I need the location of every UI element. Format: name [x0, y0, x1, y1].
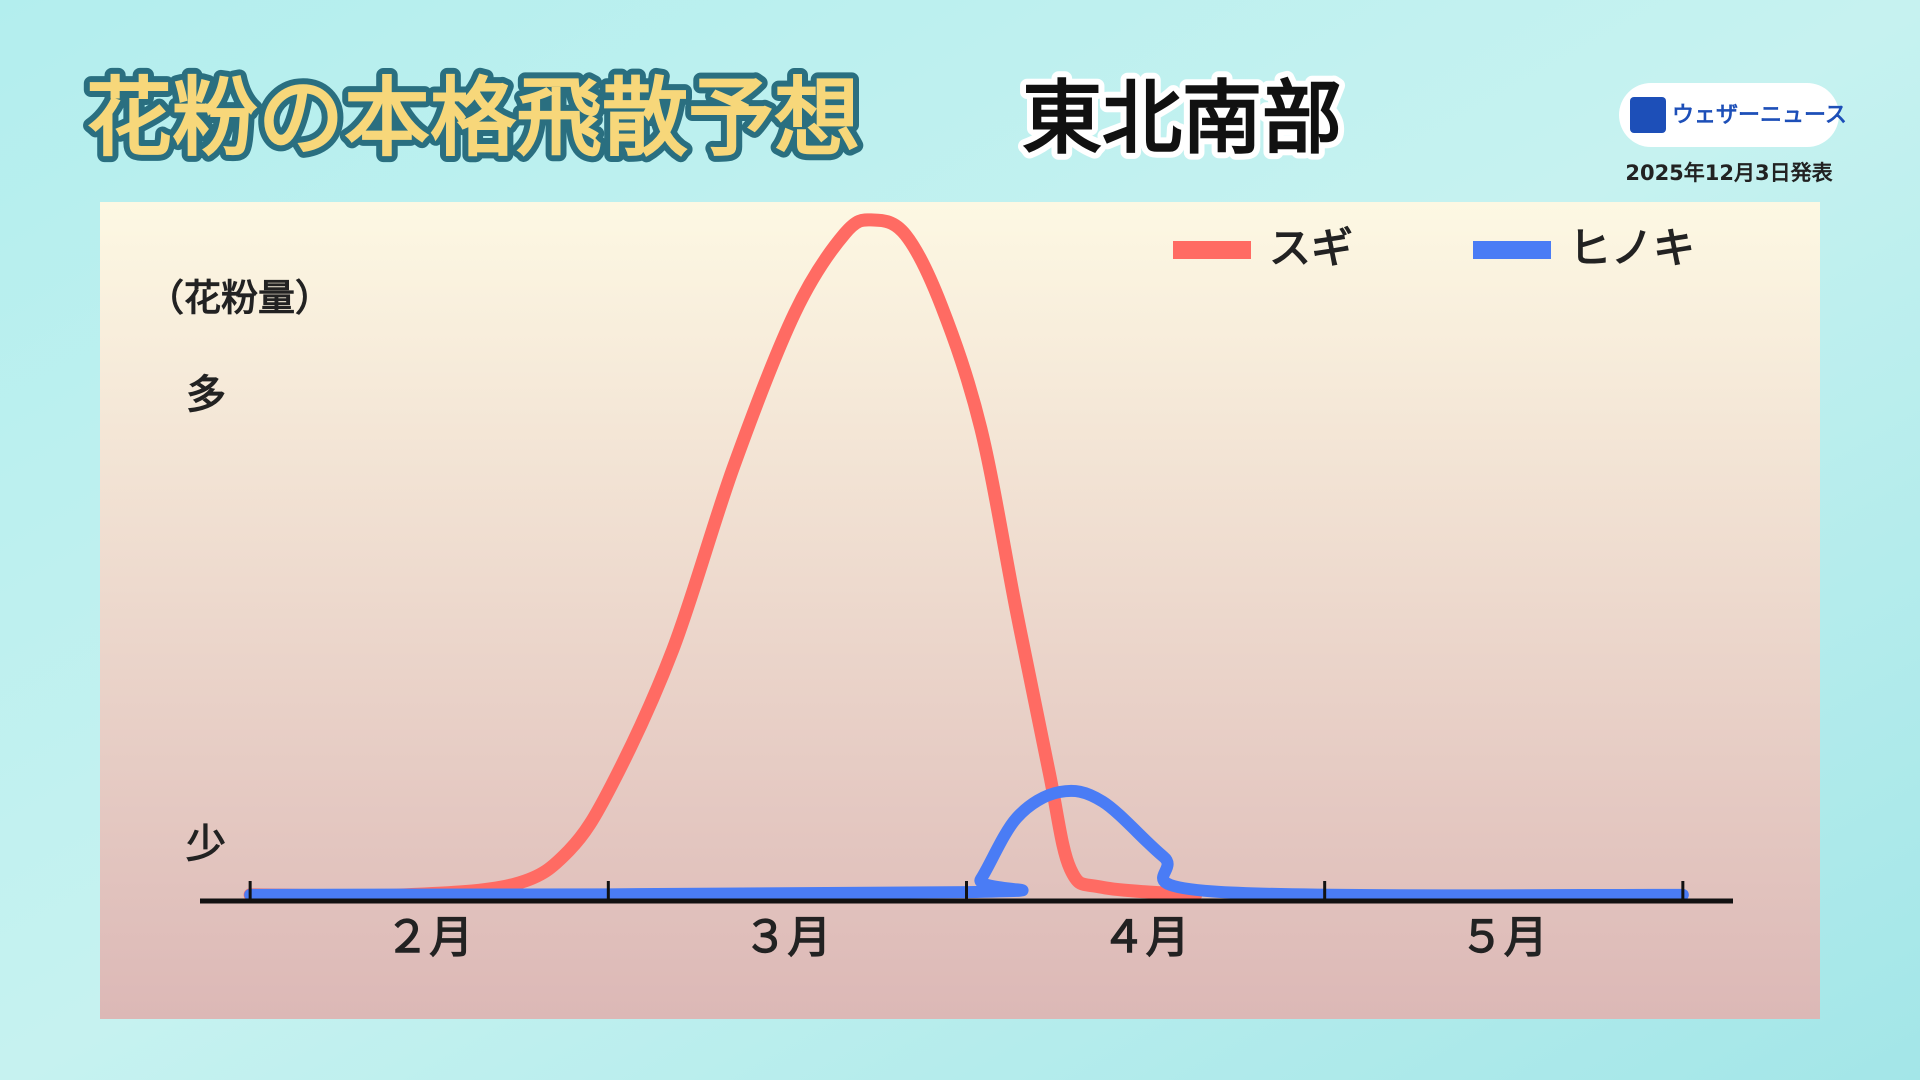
legend-swatch — [1473, 241, 1551, 259]
y-tick-label: 多 — [186, 372, 226, 418]
region: 東北南部 — [1022, 72, 1342, 165]
x-category-label: ３月 — [743, 912, 831, 963]
legend-label: ヒノキ — [1569, 224, 1695, 273]
date: 2025年12月3日発表 — [1625, 161, 1833, 185]
x-category-label: ５月 — [1460, 912, 1548, 963]
brand: ウェザーニュース — [1672, 103, 1847, 128]
x-category-label: ４月 — [1102, 912, 1190, 963]
title: 花粉の本格飛散予想 — [86, 68, 860, 168]
brand-icon — [1630, 97, 1666, 133]
series-line — [244, 784, 1689, 902]
y-tick-label: 少 — [186, 822, 226, 868]
series-line — [243, 213, 1203, 903]
legend-swatch — [1173, 241, 1251, 259]
legend-label: スギ — [1269, 224, 1353, 273]
x-category-label: ２月 — [385, 912, 473, 963]
brand-badge — [1619, 83, 1839, 147]
y-axis-label: （花粉量） — [147, 277, 332, 320]
